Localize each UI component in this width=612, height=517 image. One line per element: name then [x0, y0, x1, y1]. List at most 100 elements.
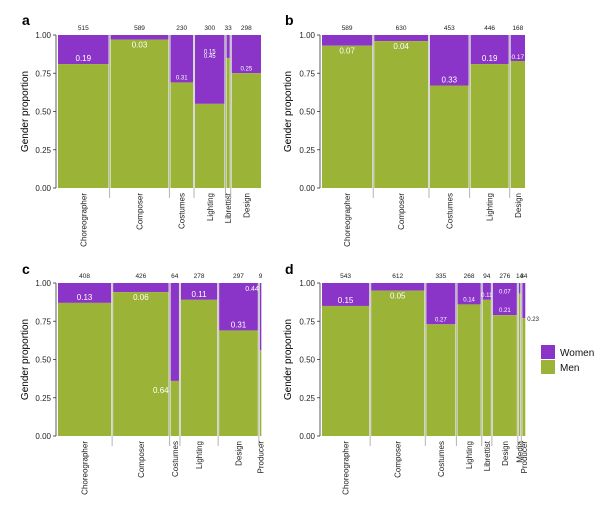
- bar-men-producer: [522, 318, 526, 436]
- count-label: 9: [259, 273, 263, 280]
- category-label: Lighting: [206, 193, 215, 221]
- bar-men-costumes: [170, 82, 194, 188]
- category-label: Design: [514, 193, 523, 218]
- category-label: Design: [234, 441, 243, 466]
- y-tick-label: 1.00: [35, 31, 51, 40]
- count-label: 300: [204, 25, 215, 32]
- bar-men-design: [492, 315, 517, 436]
- value-label: 0.05: [390, 292, 406, 301]
- bar-men-design: [219, 330, 258, 436]
- panel-letter: c: [22, 261, 30, 277]
- y-tick-label: 0.25: [299, 394, 315, 403]
- count-label: 297: [233, 273, 244, 280]
- panel-letter: d: [285, 261, 294, 277]
- count-label: 64: [171, 273, 179, 280]
- value-label: 0.44: [245, 286, 259, 293]
- bar-men-librettist: [482, 299, 491, 436]
- count-label: 446: [484, 25, 495, 32]
- bar-men-producer: [259, 350, 262, 436]
- bar-men-choreographer: [322, 305, 370, 436]
- value-label: 0.23: [527, 317, 539, 323]
- bar-men-composer: [110, 39, 169, 189]
- category-label: Choreographer: [343, 193, 352, 247]
- value-label: 0.31: [176, 75, 188, 81]
- bar-women-producer: [522, 283, 526, 319]
- y-tick-label: 0.50: [35, 356, 51, 365]
- category-label: Lighting: [465, 441, 474, 469]
- count-label: 268: [464, 273, 475, 280]
- category-label: Costumes: [171, 441, 180, 477]
- bar-men-design: [231, 73, 261, 188]
- legend-women-swatch: [541, 345, 555, 359]
- bar-women-media: [518, 283, 521, 294]
- y-axis-title: Gender proportion: [20, 71, 31, 152]
- value-label: 0.15: [338, 296, 354, 305]
- bar-women-composer: [371, 283, 425, 291]
- category-label: Choreographer: [79, 193, 88, 247]
- category-label: Producer: [257, 441, 266, 474]
- count-label: 515: [78, 25, 89, 32]
- category-label: Costumes: [178, 193, 187, 229]
- legend-women-label: Women: [560, 348, 594, 359]
- bar-men-choreographer: [58, 64, 109, 188]
- panel-letter: a: [22, 12, 30, 28]
- count-label: 543: [340, 273, 351, 280]
- bar-women-costumes: [426, 283, 456, 325]
- value-label: 0.11: [192, 290, 208, 299]
- panel-b: b Gender proportion 0.00 0.25 0.50 0.75 1.00 58…: [283, 12, 525, 247]
- category-label: Composer: [394, 441, 403, 478]
- count-label: 94: [483, 273, 491, 280]
- count-label: 230: [176, 25, 187, 32]
- bar-men-lighting: [470, 64, 509, 188]
- bar-women-librettist: [482, 283, 491, 300]
- category-label: Choreographer: [342, 441, 351, 495]
- bar-men-lighting: [457, 304, 481, 436]
- panel-c: c Gender proportion 0.00 0.25 0.50 0.75 1.00 40…: [20, 261, 266, 495]
- y-tick-label: 1.00: [299, 279, 315, 288]
- count-label: 589: [342, 25, 353, 32]
- y-tick-label: 0.75: [299, 69, 315, 78]
- category-label: Design: [242, 193, 251, 218]
- y-tick-label: 0.00: [35, 432, 51, 441]
- value-label: 0.31: [231, 320, 247, 329]
- count-label: 34: [520, 273, 528, 280]
- count-label: 589: [134, 25, 145, 32]
- category-label: Lighting: [195, 441, 204, 469]
- bar-women-composer: [110, 35, 169, 40]
- bar-women-librettist: [226, 35, 230, 58]
- bar-men-choreographer: [58, 302, 112, 436]
- panel-d: d Gender proportion 0.00 0.25 0.50 0.75 1.00 54…: [283, 261, 540, 495]
- count-label: 14: [516, 273, 524, 280]
- bar-women-lighting: [195, 35, 225, 104]
- value-label: 0.64: [153, 386, 169, 395]
- category-label: Composer: [137, 441, 146, 478]
- bar-women-design: [219, 283, 258, 331]
- y-tick-label: 0.25: [35, 146, 51, 155]
- bar-women-lighting: [470, 35, 509, 65]
- y-tick-label: 0.50: [35, 108, 51, 117]
- panel-a: a Gender proportion 0.00 0.25 0.50 0.75 1.00 51…: [20, 12, 261, 247]
- bar-men-costumes: [426, 324, 456, 436]
- bar-men-media: [518, 293, 521, 436]
- y-axis-title: Gender proportion: [283, 319, 294, 400]
- bar-women-costumes: [170, 283, 179, 381]
- category-label: Composer: [397, 193, 406, 230]
- value-label: 0.45: [204, 54, 216, 60]
- panel-letter: b: [285, 12, 294, 28]
- category-label: Producer: [520, 441, 529, 474]
- value-label: 0.06: [133, 293, 149, 302]
- y-tick-label: 0.75: [35, 317, 51, 326]
- value-label: 0.13: [77, 293, 93, 302]
- value-label: 0.27: [435, 317, 447, 323]
- bar-women-costumes: [170, 35, 194, 83]
- category-label: Costumes: [437, 441, 446, 477]
- y-tick-label: 0.00: [299, 184, 315, 193]
- bar-men-lighting: [195, 103, 225, 188]
- y-tick-label: 0.75: [35, 69, 51, 78]
- y-tick-label: 1.00: [299, 31, 315, 40]
- y-tick-label: 0.25: [299, 146, 315, 155]
- bar-women-costumes: [429, 35, 469, 86]
- count-label: 298: [241, 25, 252, 32]
